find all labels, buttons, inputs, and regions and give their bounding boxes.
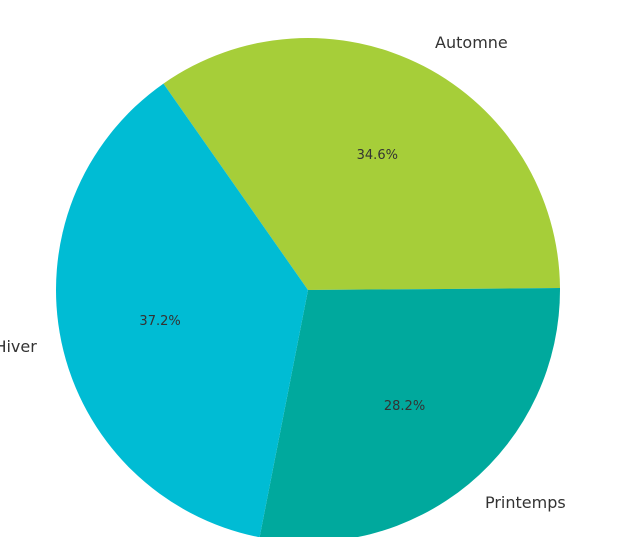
slices-layer <box>56 37 560 537</box>
pie-slice-automne <box>163 37 560 290</box>
pie-category-label-automne: Automne <box>435 33 508 52</box>
pie-slice-hiver <box>56 83 308 537</box>
pie-value-label-hiver: 37.2% <box>139 314 180 329</box>
labels-layer: 34.6% Automne 28.2% Printemps 37.2% Hiver <box>0 33 566 512</box>
pie-value-label-printemps: 28.2% <box>384 399 425 414</box>
pie-category-label-hiver: Hiver <box>0 337 37 356</box>
pie-value-label-automne: 34.6% <box>357 148 398 163</box>
pie-slice-printemps <box>259 288 560 537</box>
pie-category-label-printemps: Printemps <box>485 493 566 512</box>
